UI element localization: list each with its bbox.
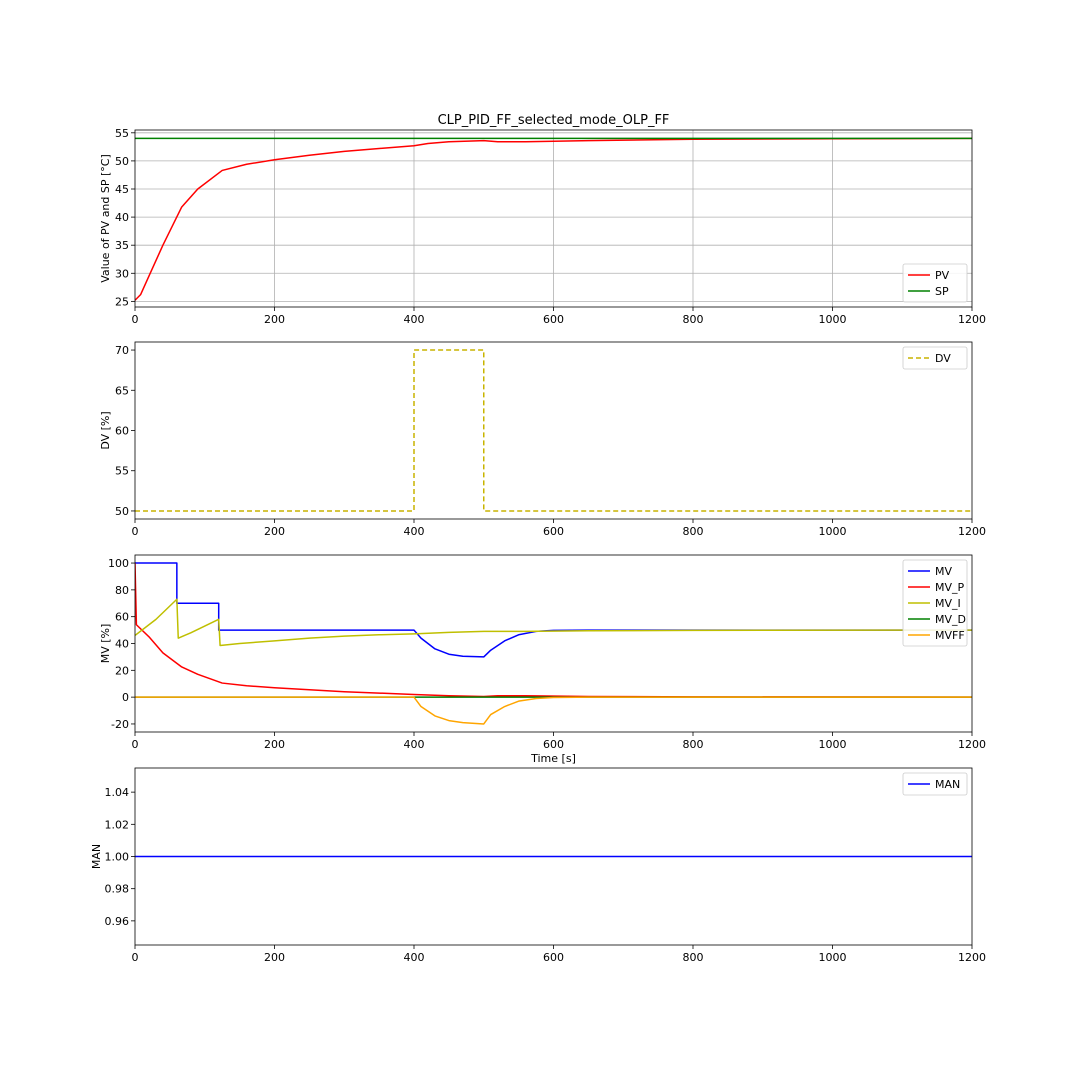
axes-frame bbox=[134, 554, 973, 733]
x-tick-label: 1200 bbox=[958, 951, 986, 964]
y-tick-label: 30 bbox=[115, 267, 129, 280]
x-tick-label: 200 bbox=[264, 313, 285, 326]
x-tick-label: 800 bbox=[683, 951, 704, 964]
series-group bbox=[135, 562, 972, 725]
legend-box bbox=[902, 772, 968, 796]
y-tick-label: 100 bbox=[108, 557, 129, 570]
series-line-pv bbox=[135, 137, 972, 301]
y-tick-label: 0.96 bbox=[105, 915, 130, 928]
y-tick-label: 1.02 bbox=[105, 818, 130, 831]
subplot-2: 0 200 400 600 800 1000 1200 50 55 60 65 70 DV [%] DV bbox=[99, 341, 986, 538]
y-tick-label: 25 bbox=[115, 295, 129, 308]
legend: MAN bbox=[902, 772, 968, 796]
x-tick-label: 600 bbox=[543, 951, 564, 964]
x-tick-label: 200 bbox=[264, 525, 285, 538]
x-tick-label: 1000 bbox=[819, 525, 847, 538]
x-tick-label: 400 bbox=[404, 738, 425, 751]
x-axis-label: Time [s] bbox=[530, 752, 576, 765]
x-tick-label: 400 bbox=[404, 313, 425, 326]
series-group bbox=[135, 349, 972, 512]
legend-entry: MV_P bbox=[935, 581, 965, 594]
series-line-mvff bbox=[135, 696, 972, 725]
x-tick-label: 600 bbox=[543, 525, 564, 538]
y-tick-label: 35 bbox=[115, 239, 129, 252]
x-tick-label: 1200 bbox=[958, 738, 986, 751]
legend-entry: PV bbox=[935, 269, 950, 282]
legend-box bbox=[902, 559, 968, 647]
series-group bbox=[135, 137, 972, 301]
y-tick-label: 60 bbox=[115, 425, 129, 438]
legend-entry: MV_D bbox=[935, 613, 966, 626]
x-tick-label: 800 bbox=[683, 525, 704, 538]
series-line-mv-p bbox=[135, 563, 972, 698]
x-tick-label: 600 bbox=[543, 313, 564, 326]
legend-box bbox=[902, 346, 968, 370]
series-line-mv bbox=[135, 562, 972, 658]
x-tick-label: 200 bbox=[264, 951, 285, 964]
y-tick-label: 50 bbox=[115, 155, 129, 168]
series-line-dv bbox=[135, 349, 972, 512]
y-tick-label: 60 bbox=[115, 611, 129, 624]
y-tick-label: 40 bbox=[115, 211, 129, 224]
x-tick-label: 400 bbox=[404, 951, 425, 964]
x-tick-label: 0 bbox=[132, 738, 139, 751]
y-tick-label: 55 bbox=[115, 465, 129, 478]
legend-box bbox=[902, 263, 968, 303]
x-tick-label: 600 bbox=[543, 738, 564, 751]
x-tick-label: 800 bbox=[683, 313, 704, 326]
x-tick-label: 1000 bbox=[819, 738, 847, 751]
legend-entry: MV bbox=[935, 565, 952, 578]
legend-entry: MV_I bbox=[935, 597, 961, 610]
y-tick-label: 80 bbox=[115, 584, 129, 597]
chart-title: CLP_PID_FF_selected_mode_OLP_FF bbox=[438, 113, 670, 128]
y-tick-label: 1.00 bbox=[105, 851, 130, 864]
x-tick-label: 1000 bbox=[819, 313, 847, 326]
x-tick-label: 1200 bbox=[958, 313, 986, 326]
x-tick-label: 1000 bbox=[819, 951, 847, 964]
y-axis-label: DV [%] bbox=[99, 411, 112, 449]
legend-entry: DV bbox=[935, 352, 951, 365]
series-line-mv-i bbox=[135, 598, 972, 647]
legend: MV MV_P MV_I MV_D MVFF bbox=[902, 559, 968, 647]
y-tick-label: 0 bbox=[122, 691, 129, 704]
y-tick-label: 20 bbox=[115, 664, 129, 677]
legend-entry: SP bbox=[935, 285, 949, 298]
y-axis-label: MV [%] bbox=[99, 624, 112, 664]
y-tick-label: 55 bbox=[115, 127, 129, 140]
subplot-4: 0 200 400 600 800 1000 1200 0.96 0.98 1.00 1.02 1.0… bbox=[90, 767, 986, 964]
subplot-1: 0 200 400 600 800 1000 1200 25 30 35 40 45 50 55 CLP_P… bbox=[99, 113, 986, 326]
y-axis-label: MAN bbox=[90, 844, 103, 869]
y-tick-label: 50 bbox=[115, 505, 129, 518]
y-tick-label: -20 bbox=[111, 718, 129, 731]
y-axis-label: Value of PV and SP [°C] bbox=[99, 154, 112, 283]
legend: DV bbox=[902, 346, 968, 370]
y-tick-label: 1.04 bbox=[105, 786, 130, 799]
y-tick-label: 65 bbox=[115, 384, 129, 397]
x-tick-label: 0 bbox=[132, 525, 139, 538]
x-tick-label: 0 bbox=[132, 313, 139, 326]
legend: PV SP bbox=[902, 263, 968, 303]
y-tick-label: 40 bbox=[115, 638, 129, 651]
y-tick-label: 45 bbox=[115, 183, 129, 196]
legend-entry: MAN bbox=[935, 778, 960, 791]
y-tick-label: 0.98 bbox=[105, 883, 130, 896]
x-tick-label: 200 bbox=[264, 738, 285, 751]
x-tick-label: 800 bbox=[683, 738, 704, 751]
y-tick-label: 70 bbox=[115, 344, 129, 357]
x-tick-label: 0 bbox=[132, 951, 139, 964]
axes-frame bbox=[134, 341, 973, 520]
legend-entry: MVFF bbox=[935, 629, 965, 642]
x-tick-label: 400 bbox=[404, 525, 425, 538]
x-tick-label: 1200 bbox=[958, 525, 986, 538]
